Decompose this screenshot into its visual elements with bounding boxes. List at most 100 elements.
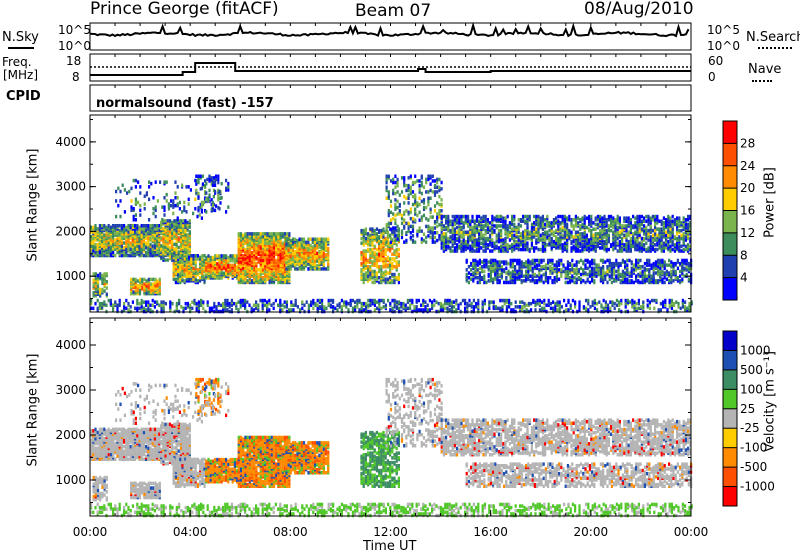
power-cell <box>472 258 475 263</box>
power-cell <box>427 218 430 222</box>
power-cell <box>275 272 278 277</box>
power-cell <box>136 288 139 293</box>
power-cell <box>279 255 282 260</box>
power-cell <box>684 218 687 222</box>
power-cell <box>436 212 439 216</box>
power-cell <box>570 246 573 250</box>
power-cell <box>470 277 473 281</box>
power-cell <box>386 271 389 275</box>
power-cell <box>579 227 582 231</box>
power-cell <box>322 243 325 248</box>
power-cell <box>327 237 330 241</box>
power-cell <box>508 233 511 238</box>
power-cell <box>433 209 437 213</box>
power-cell <box>158 252 161 256</box>
power-cell <box>151 247 154 251</box>
power-cell <box>481 260 484 264</box>
power-cell <box>386 244 389 249</box>
power-cell <box>669 244 672 249</box>
power-cell <box>482 224 485 228</box>
power-cell <box>373 244 376 249</box>
power-cell <box>682 222 685 227</box>
power-cell <box>185 265 188 269</box>
power-cell <box>427 199 430 204</box>
power-cell <box>96 280 100 284</box>
power-cell <box>395 228 398 233</box>
power-cell <box>380 268 383 272</box>
power-cell <box>427 227 430 232</box>
power-cell <box>395 265 398 269</box>
power-cell <box>577 276 580 280</box>
noise-sky-label: N.Sky <box>2 30 39 45</box>
power-cell <box>214 273 217 277</box>
power-cell <box>504 243 507 247</box>
power-cell <box>572 218 575 222</box>
power-cell <box>625 216 628 220</box>
power-cell <box>599 274 602 278</box>
power-cell <box>518 265 521 269</box>
power-cell <box>519 247 522 252</box>
power-cell <box>687 222 690 227</box>
power-cell <box>250 235 254 239</box>
power-cell <box>658 219 661 223</box>
power-cell <box>369 227 372 231</box>
power-cell <box>462 214 465 219</box>
power-cell <box>596 232 599 236</box>
power-cell <box>369 265 372 269</box>
power-cell <box>138 280 142 285</box>
power-cell <box>246 238 249 242</box>
power-cell <box>182 245 185 250</box>
power-cell <box>529 279 532 283</box>
power-cell <box>158 277 161 282</box>
power-cell <box>188 255 191 260</box>
power-cell <box>513 241 516 245</box>
power-cell <box>173 242 176 247</box>
power-cell <box>389 237 393 241</box>
power-cell <box>500 244 503 249</box>
power-cell <box>484 239 487 244</box>
power-cell <box>94 250 97 255</box>
power-cell <box>623 247 626 252</box>
power-cell <box>560 268 563 272</box>
power-cell <box>588 269 591 274</box>
power-cell <box>591 261 594 266</box>
power-cell <box>131 247 134 251</box>
power-cell <box>613 261 616 266</box>
power-cell <box>250 232 254 236</box>
power-cell <box>607 233 610 238</box>
power-cell <box>397 227 400 231</box>
power-cell <box>101 224 104 228</box>
power-cell <box>515 225 518 230</box>
power-cell <box>526 244 529 249</box>
power-cell <box>489 225 492 230</box>
power-cell <box>605 221 608 225</box>
power-cell <box>583 247 586 252</box>
power-cell <box>398 193 401 197</box>
power-cell <box>614 224 617 228</box>
power-cell <box>405 221 408 226</box>
power-cell <box>640 219 643 223</box>
power-cell <box>409 174 412 178</box>
power-cell <box>248 247 251 252</box>
power-cell <box>502 238 505 242</box>
power-cell <box>391 238 394 242</box>
power-cell <box>257 279 260 283</box>
power-cell <box>667 214 670 219</box>
power-cell <box>136 279 139 283</box>
power-cell <box>557 219 560 223</box>
power-cell <box>281 274 284 278</box>
power-cell <box>396 183 399 188</box>
power-cell <box>255 249 258 253</box>
power-cell <box>517 227 520 231</box>
power-cell <box>168 230 172 234</box>
power-cell <box>211 260 214 264</box>
power-cell <box>411 229 415 233</box>
power-cell <box>405 238 408 243</box>
power-cell <box>233 257 236 261</box>
power-cell <box>145 287 148 291</box>
power-cell <box>373 257 376 261</box>
power-cell <box>524 219 527 223</box>
power-cell <box>460 246 463 250</box>
power-cell <box>192 266 195 271</box>
power-cell <box>186 241 189 245</box>
